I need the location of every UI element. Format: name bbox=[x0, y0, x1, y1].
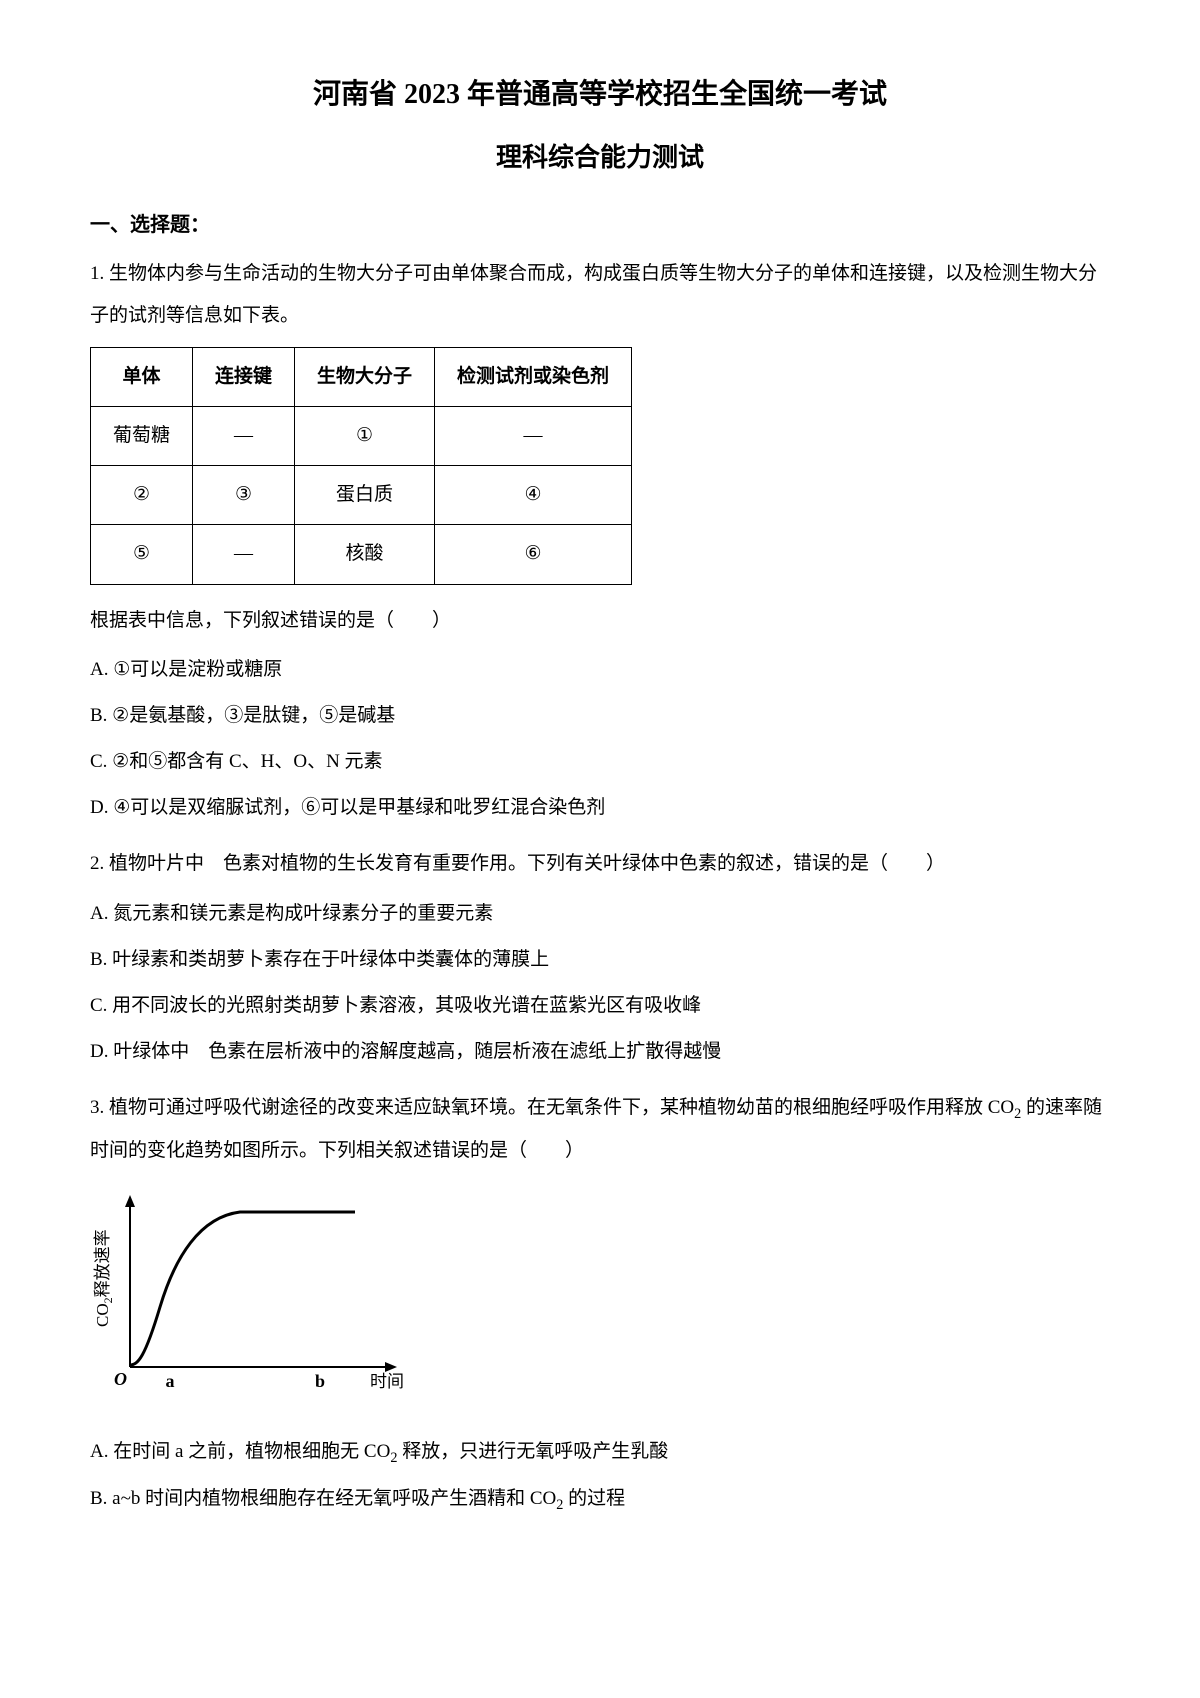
q1-option-b: B. ②是氨基酸，③是肽键，⑤是碱基 bbox=[90, 697, 1110, 735]
table-cell: — bbox=[435, 406, 632, 465]
svg-text:b: b bbox=[315, 1371, 325, 1391]
q2-option-d: D. 叶绿体中 色素在层析液中的溶解度越高，随层析液在滤纸上扩散得越慢 bbox=[90, 1033, 1110, 1071]
svg-text:O: O bbox=[114, 1369, 127, 1389]
svg-text:a: a bbox=[166, 1371, 175, 1391]
table-cell: ② bbox=[91, 466, 193, 525]
table-row: 葡萄糖 — ① — bbox=[91, 406, 632, 465]
table-cell: ④ bbox=[435, 466, 632, 525]
q3-b-post: 的过程 bbox=[563, 1488, 625, 1509]
q3-text-pre: 3. 植物可通过呼吸代谢途径的改变来适应缺氧环境。在无氧条件下，某种植物幼苗的根… bbox=[90, 1097, 1014, 1118]
q3-chart: Oa b 时间 CO2释放速率 bbox=[90, 1187, 1110, 1418]
q3-a-pre: A. 在时间 a 之前，植物根细胞无 CO bbox=[90, 1441, 390, 1462]
table-cell: 核酸 bbox=[295, 525, 435, 584]
table-row: ② ③ 蛋白质 ④ bbox=[91, 466, 632, 525]
q3-a-post: 释放，只进行无氧呼吸产生乳酸 bbox=[397, 1441, 668, 1462]
q1-option-a: A. ①可以是淀粉或糖原 bbox=[90, 651, 1110, 689]
q3-option-a: A. 在时间 a 之前，植物根细胞无 CO2 释放，只进行无氧呼吸产生乳酸 bbox=[90, 1433, 1110, 1472]
table-cell: ⑥ bbox=[435, 525, 632, 584]
q1-option-c: C. ②和⑤都含有 C、H、O、N 元素 bbox=[90, 743, 1110, 781]
table-header: 单体 bbox=[91, 347, 193, 406]
q1-option-d: D. ④可以是双缩脲试剂，⑥可以是甲基绿和吡罗红混合染色剂 bbox=[90, 789, 1110, 827]
q2-option-a: A. 氮元素和镁元素是构成叶绿素分子的重要元素 bbox=[90, 895, 1110, 933]
table-cell: ③ bbox=[193, 466, 295, 525]
q3-chart-svg: Oa b 时间 CO2释放速率 bbox=[90, 1187, 410, 1407]
table-header: 生物大分子 bbox=[295, 347, 435, 406]
table-cell: ⑤ bbox=[91, 525, 193, 584]
table-row: ⑤ — 核酸 ⑥ bbox=[91, 525, 632, 584]
q3-b-pre: B. a~b 时间内植物根细胞存在经无氧呼吸产生酒精和 CO bbox=[90, 1488, 556, 1509]
table-header-row: 单体 连接键 生物大分子 检测试剂或染色剂 bbox=[91, 347, 632, 406]
table-cell: — bbox=[193, 406, 295, 465]
svg-text:时间: 时间 bbox=[370, 1372, 404, 1391]
q3-option-b: B. a~b 时间内植物根细胞存在经无氧呼吸产生酒精和 CO2 的过程 bbox=[90, 1480, 1110, 1519]
exam-title-sub: 理科综合能力测试 bbox=[90, 135, 1110, 182]
svg-text:CO2释放速率: CO2释放速率 bbox=[93, 1229, 115, 1327]
table-header: 检测试剂或染色剂 bbox=[435, 347, 632, 406]
table-cell: ① bbox=[295, 406, 435, 465]
table-header: 连接键 bbox=[193, 347, 295, 406]
q2-option-c: C. 用不同波长的光照射类胡萝卜素溶液，其吸收光谱在蓝紫光区有吸收峰 bbox=[90, 987, 1110, 1025]
exam-title-main: 河南省 2023 年普通高等学校招生全国统一考试 bbox=[90, 70, 1110, 120]
table-cell: — bbox=[193, 525, 295, 584]
table-cell: 葡萄糖 bbox=[91, 406, 193, 465]
q1-table: 单体 连接键 生物大分子 检测试剂或染色剂 葡萄糖 — ① — ② ③ 蛋白质 … bbox=[90, 347, 632, 585]
q2-option-b: B. 叶绿素和类胡萝卜素存在于叶绿体中类囊体的薄膜上 bbox=[90, 941, 1110, 979]
q1-prompt: 根据表中信息，下列叙述错误的是（ ） bbox=[90, 600, 1110, 642]
section-heading: 一、选择题： bbox=[90, 207, 1110, 243]
q3-stem: 3. 植物可通过呼吸代谢途径的改变来适应缺氧环境。在无氧条件下，某种植物幼苗的根… bbox=[90, 1087, 1110, 1172]
q1-stem: 1. 生物体内参与生命活动的生物大分子可由单体聚合而成，构成蛋白质等生物大分子的… bbox=[90, 253, 1110, 337]
q2-stem: 2. 植物叶片中 色素对植物的生长发育有重要作用。下列有关叶绿体中色素的叙述，错… bbox=[90, 843, 1110, 885]
table-cell: 蛋白质 bbox=[295, 466, 435, 525]
